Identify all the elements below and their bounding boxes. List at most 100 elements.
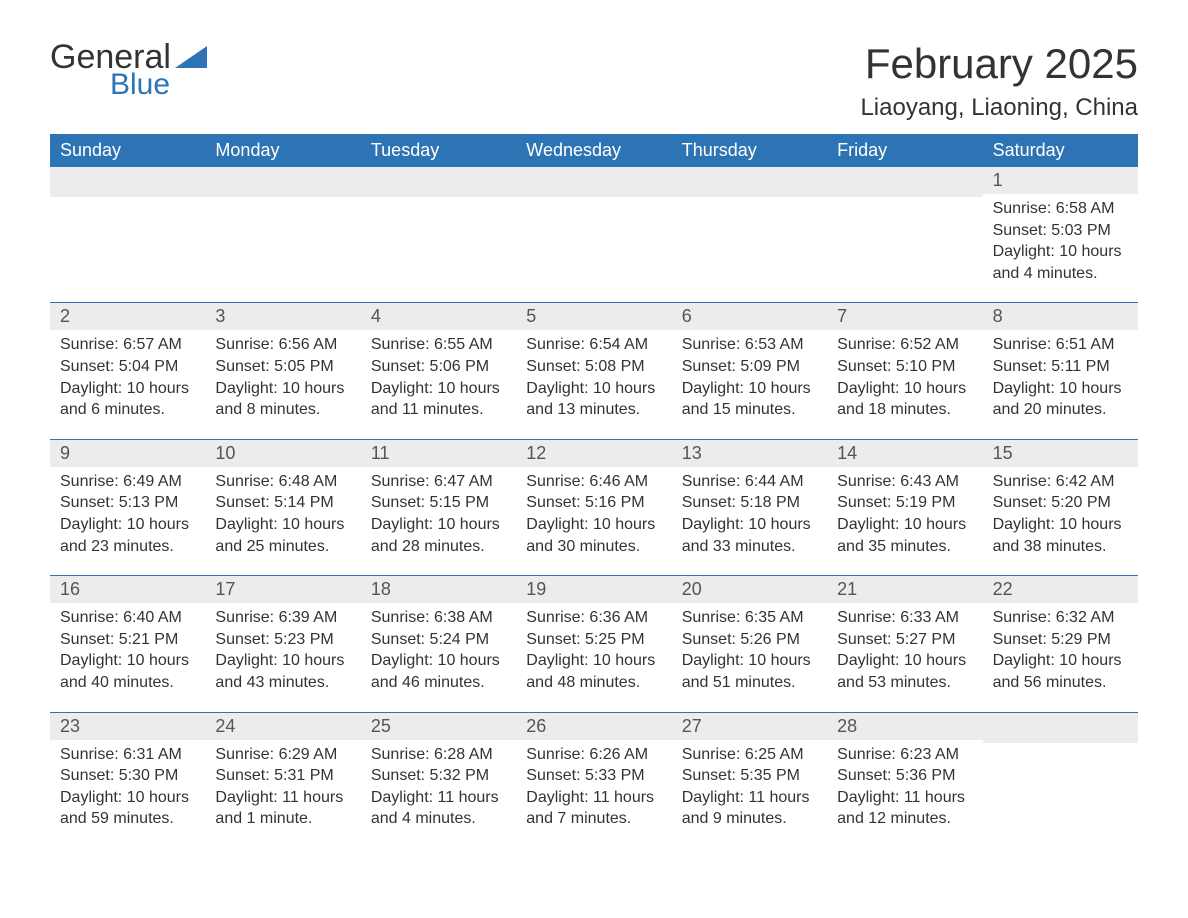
day-number: 4 bbox=[361, 303, 516, 330]
sunset-line: Sunset: 5:04 PM bbox=[60, 356, 195, 378]
day-number: 23 bbox=[50, 713, 205, 740]
calendar-day: 17Sunrise: 6:39 AMSunset: 5:23 PMDayligh… bbox=[205, 576, 360, 711]
day-details: Sunrise: 6:52 AMSunset: 5:10 PMDaylight:… bbox=[827, 330, 982, 420]
calendar-day: 25Sunrise: 6:28 AMSunset: 5:32 PMDayligh… bbox=[361, 713, 516, 848]
sunrise-line: Sunrise: 6:57 AM bbox=[60, 334, 195, 356]
calendar-day: 4Sunrise: 6:55 AMSunset: 5:06 PMDaylight… bbox=[361, 303, 516, 438]
daylight-line: Daylight: 10 hours and 53 minutes. bbox=[837, 650, 972, 693]
day-details: Sunrise: 6:25 AMSunset: 5:35 PMDaylight:… bbox=[672, 740, 827, 830]
day-number: 12 bbox=[516, 440, 671, 467]
day-number: 5 bbox=[516, 303, 671, 330]
calendar-day: 27Sunrise: 6:25 AMSunset: 5:35 PMDayligh… bbox=[672, 713, 827, 848]
day-details: Sunrise: 6:44 AMSunset: 5:18 PMDaylight:… bbox=[672, 467, 827, 557]
sunset-line: Sunset: 5:30 PM bbox=[60, 765, 195, 787]
day-number: 24 bbox=[205, 713, 360, 740]
sunset-line: Sunset: 5:09 PM bbox=[682, 356, 817, 378]
calendar-day: 16Sunrise: 6:40 AMSunset: 5:21 PMDayligh… bbox=[50, 576, 205, 711]
sunrise-line: Sunrise: 6:51 AM bbox=[993, 334, 1128, 356]
sunrise-line: Sunrise: 6:53 AM bbox=[682, 334, 817, 356]
sunset-line: Sunset: 5:10 PM bbox=[837, 356, 972, 378]
daylight-line: Daylight: 11 hours and 1 minute. bbox=[215, 787, 350, 830]
daylight-line: Daylight: 10 hours and 18 minutes. bbox=[837, 378, 972, 421]
sunrise-line: Sunrise: 6:36 AM bbox=[526, 607, 661, 629]
day-details: Sunrise: 6:33 AMSunset: 5:27 PMDaylight:… bbox=[827, 603, 982, 693]
sunset-line: Sunset: 5:14 PM bbox=[215, 492, 350, 514]
sunset-line: Sunset: 5:31 PM bbox=[215, 765, 350, 787]
sunrise-line: Sunrise: 6:47 AM bbox=[371, 471, 506, 493]
sunset-line: Sunset: 5:33 PM bbox=[526, 765, 661, 787]
day-details: Sunrise: 6:31 AMSunset: 5:30 PMDaylight:… bbox=[50, 740, 205, 830]
day-details: Sunrise: 6:40 AMSunset: 5:21 PMDaylight:… bbox=[50, 603, 205, 693]
weekday-label: Saturday bbox=[983, 134, 1138, 167]
day-number: 7 bbox=[827, 303, 982, 330]
daylight-line: Daylight: 10 hours and 8 minutes. bbox=[215, 378, 350, 421]
calendar-empty-day bbox=[50, 167, 205, 302]
sunset-line: Sunset: 5:26 PM bbox=[682, 629, 817, 651]
calendar-day: 23Sunrise: 6:31 AMSunset: 5:30 PMDayligh… bbox=[50, 713, 205, 848]
day-number: 10 bbox=[205, 440, 360, 467]
sunset-line: Sunset: 5:05 PM bbox=[215, 356, 350, 378]
calendar-week: 2Sunrise: 6:57 AMSunset: 5:04 PMDaylight… bbox=[50, 302, 1138, 438]
calendar-day: 22Sunrise: 6:32 AMSunset: 5:29 PMDayligh… bbox=[983, 576, 1138, 711]
calendar-header: SundayMondayTuesdayWednesdayThursdayFrid… bbox=[50, 134, 1138, 167]
daylight-line: Daylight: 10 hours and 51 minutes. bbox=[682, 650, 817, 693]
daylight-line: Daylight: 10 hours and 4 minutes. bbox=[993, 241, 1128, 284]
calendar-week: 1Sunrise: 6:58 AMSunset: 5:03 PMDaylight… bbox=[50, 167, 1138, 302]
calendar-day: 1Sunrise: 6:58 AMSunset: 5:03 PMDaylight… bbox=[983, 167, 1138, 302]
day-number: 19 bbox=[516, 576, 671, 603]
sunrise-line: Sunrise: 6:44 AM bbox=[682, 471, 817, 493]
day-number: 25 bbox=[361, 713, 516, 740]
titles: February 2025 Liaoyang, Liaoning, China bbox=[860, 40, 1138, 122]
calendar-day: 26Sunrise: 6:26 AMSunset: 5:33 PMDayligh… bbox=[516, 713, 671, 848]
day-number: 6 bbox=[672, 303, 827, 330]
sunrise-line: Sunrise: 6:25 AM bbox=[682, 744, 817, 766]
day-details: Sunrise: 6:53 AMSunset: 5:09 PMDaylight:… bbox=[672, 330, 827, 420]
weekday-label: Tuesday bbox=[361, 134, 516, 167]
sunset-line: Sunset: 5:03 PM bbox=[993, 220, 1128, 242]
day-details: Sunrise: 6:35 AMSunset: 5:26 PMDaylight:… bbox=[672, 603, 827, 693]
daylight-line: Daylight: 10 hours and 46 minutes. bbox=[371, 650, 506, 693]
calendar-day: 2Sunrise: 6:57 AMSunset: 5:04 PMDaylight… bbox=[50, 303, 205, 438]
calendar-day: 18Sunrise: 6:38 AMSunset: 5:24 PMDayligh… bbox=[361, 576, 516, 711]
sunrise-line: Sunrise: 6:49 AM bbox=[60, 471, 195, 493]
sunrise-line: Sunrise: 6:35 AM bbox=[682, 607, 817, 629]
sunrise-line: Sunrise: 6:29 AM bbox=[215, 744, 350, 766]
sunset-line: Sunset: 5:15 PM bbox=[371, 492, 506, 514]
daylight-line: Daylight: 10 hours and 20 minutes. bbox=[993, 378, 1128, 421]
calendar-day: 10Sunrise: 6:48 AMSunset: 5:14 PMDayligh… bbox=[205, 440, 360, 575]
sunrise-line: Sunrise: 6:38 AM bbox=[371, 607, 506, 629]
calendar-day: 8Sunrise: 6:51 AMSunset: 5:11 PMDaylight… bbox=[983, 303, 1138, 438]
day-details: Sunrise: 6:43 AMSunset: 5:19 PMDaylight:… bbox=[827, 467, 982, 557]
daylight-line: Daylight: 11 hours and 4 minutes. bbox=[371, 787, 506, 830]
calendar-day: 28Sunrise: 6:23 AMSunset: 5:36 PMDayligh… bbox=[827, 713, 982, 848]
daylight-line: Daylight: 10 hours and 6 minutes. bbox=[60, 378, 195, 421]
day-number: 26 bbox=[516, 713, 671, 740]
daylight-line: Daylight: 10 hours and 38 minutes. bbox=[993, 514, 1128, 557]
daylight-line: Daylight: 10 hours and 59 minutes. bbox=[60, 787, 195, 830]
sunrise-line: Sunrise: 6:23 AM bbox=[837, 744, 972, 766]
sunset-line: Sunset: 5:18 PM bbox=[682, 492, 817, 514]
daylight-line: Daylight: 10 hours and 15 minutes. bbox=[682, 378, 817, 421]
daylight-line: Daylight: 10 hours and 33 minutes. bbox=[682, 514, 817, 557]
sunset-line: Sunset: 5:21 PM bbox=[60, 629, 195, 651]
day-number: 1 bbox=[983, 167, 1138, 194]
calendar-day: 14Sunrise: 6:43 AMSunset: 5:19 PMDayligh… bbox=[827, 440, 982, 575]
sunrise-line: Sunrise: 6:54 AM bbox=[526, 334, 661, 356]
calendar: SundayMondayTuesdayWednesdayThursdayFrid… bbox=[50, 134, 1138, 848]
sunrise-line: Sunrise: 6:52 AM bbox=[837, 334, 972, 356]
calendar-day: 20Sunrise: 6:35 AMSunset: 5:26 PMDayligh… bbox=[672, 576, 827, 711]
daylight-line: Daylight: 10 hours and 40 minutes. bbox=[60, 650, 195, 693]
day-number: 13 bbox=[672, 440, 827, 467]
sunset-line: Sunset: 5:08 PM bbox=[526, 356, 661, 378]
sunrise-line: Sunrise: 6:46 AM bbox=[526, 471, 661, 493]
day-number: 14 bbox=[827, 440, 982, 467]
calendar-day: 12Sunrise: 6:46 AMSunset: 5:16 PMDayligh… bbox=[516, 440, 671, 575]
day-details: Sunrise: 6:26 AMSunset: 5:33 PMDaylight:… bbox=[516, 740, 671, 830]
calendar-empty-day bbox=[516, 167, 671, 302]
header: General Blue February 2025 Liaoyang, Lia… bbox=[50, 40, 1138, 122]
day-details: Sunrise: 6:54 AMSunset: 5:08 PMDaylight:… bbox=[516, 330, 671, 420]
daylight-line: Daylight: 10 hours and 28 minutes. bbox=[371, 514, 506, 557]
sunrise-line: Sunrise: 6:42 AM bbox=[993, 471, 1128, 493]
calendar-day: 7Sunrise: 6:52 AMSunset: 5:10 PMDaylight… bbox=[827, 303, 982, 438]
calendar-body: 1Sunrise: 6:58 AMSunset: 5:03 PMDaylight… bbox=[50, 167, 1138, 848]
